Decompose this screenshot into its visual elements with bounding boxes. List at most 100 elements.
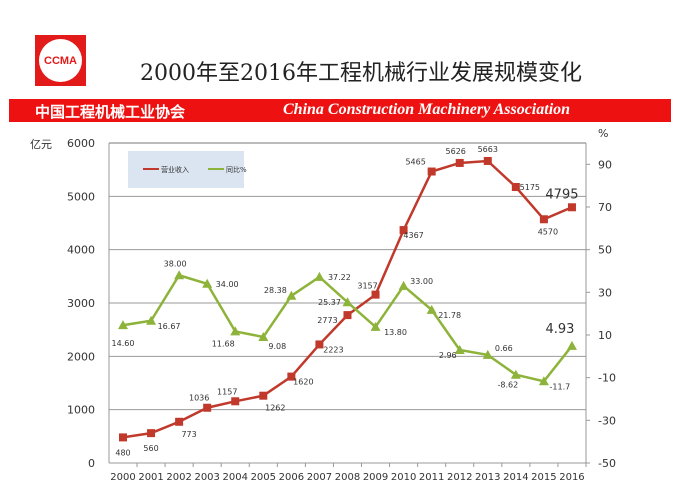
data-label: 21.78 [438,311,461,320]
series-line-1 [122,273,573,383]
data-label: -11.7 [550,382,571,391]
data-label: 2773 [317,316,337,325]
data-label: 25.37 [318,298,341,307]
data-label: 5465 [405,158,425,167]
data-point [343,311,352,320]
data-label: 13.80 [384,328,407,337]
ccma-logo: CCMA [35,35,86,86]
data-point [371,290,380,299]
x-tick-label: 2008 [335,472,360,483]
x-tick-label: 2014 [503,472,528,483]
data-point [538,376,549,386]
y2-tick-label: -10 [598,372,616,385]
x-tick-label: 2005 [251,472,276,483]
data-point [510,369,521,379]
data-label: 1036 [189,394,209,403]
x-tick-label: 2001 [138,472,163,483]
y-tick-label: 3000 [67,297,95,310]
data-label: 37.22 [328,273,351,282]
y2-tick-label: 50 [598,244,612,257]
data-label: 11.68 [212,339,235,348]
data-point [370,321,381,331]
data-point [118,320,128,330]
data-point [483,156,492,165]
data-label: 4795 [545,187,578,202]
y2-tick-label: -50 [598,457,616,470]
data-point [146,315,157,325]
y-tick-label: 5000 [67,190,95,203]
data-label: 560 [143,444,158,453]
data-point [119,433,127,442]
data-point [455,158,464,167]
y2-axis-label: % [598,127,608,140]
data-point [426,304,437,314]
data-label: -8.62 [497,381,518,390]
data-point [147,429,156,438]
data-label: 5663 [478,145,498,154]
legend-label: 营业收入 [161,165,189,174]
data-label: 1620 [293,378,313,387]
y-tick-label: 1000 [67,404,95,417]
x-tick-label: 2011 [419,472,444,483]
data-point [398,280,409,290]
x-tick-label: 2002 [166,472,191,483]
data-point [314,271,325,281]
data-point [230,326,241,336]
x-tick-label: 2012 [447,472,472,483]
x-tick-label: 2016 [559,472,584,483]
data-label: 4570 [538,227,558,236]
x-tick-label: 2015 [531,472,556,483]
data-point [175,417,184,426]
data-point [286,290,297,300]
data-point [482,349,493,359]
x-tick-label: 2000 [110,472,135,483]
data-label: 38.00 [164,259,187,268]
x-tick-label: 2003 [194,472,219,483]
y2-tick-label: 70 [598,201,612,214]
y-tick-label: 6000 [67,137,95,150]
data-point [539,215,548,224]
data-label: 33.00 [410,277,433,286]
data-point [511,183,520,191]
y-tick-label: 4000 [67,244,95,257]
data-point [567,203,576,212]
banner-en: China Construction Machinery Association [283,101,571,118]
y2-tick-label: 10 [598,329,612,342]
y2-tick-label: -30 [598,414,616,427]
y2-tick-label: 30 [598,286,612,299]
data-point [287,372,296,381]
data-point [399,226,408,235]
data-label: 0.66 [495,344,513,353]
x-tick-label: 2007 [307,472,332,483]
data-label: 14.60 [112,339,135,348]
association-banner: 中国工程机械工业协会 China Construction Machinery … [9,99,671,122]
y-axis-label: 亿元 [30,138,52,151]
data-point [231,397,240,406]
data-point [315,340,324,349]
data-point [427,167,436,176]
data-point [259,391,268,400]
x-tick-label: 2013 [475,472,500,483]
x-tick-label: 2004 [223,472,248,483]
data-label: 9.08 [268,342,286,351]
page-title: 2000年至2016年工程机械行业发展规模变化 [140,61,582,86]
data-point [258,331,269,341]
data-label: 5175 [520,183,540,192]
y-tick-label: 2000 [67,350,95,363]
banner-cn: 中国工程机械工业协会 [35,103,186,121]
data-label: 5626 [446,147,466,156]
data-point [454,345,465,355]
x-tick-label: 2006 [279,472,304,483]
data-label: 4.93 [545,322,574,337]
data-label: 2.96 [439,351,457,360]
data-label: 28.38 [264,286,287,295]
x-tick-label: 2009 [363,472,388,483]
data-label: 1157 [217,387,237,396]
data-point [203,403,212,412]
data-label: 34.00 [216,280,239,289]
data-label: 773 [181,430,196,439]
data-point [174,270,185,280]
x-tick-label: 2010 [391,472,416,483]
